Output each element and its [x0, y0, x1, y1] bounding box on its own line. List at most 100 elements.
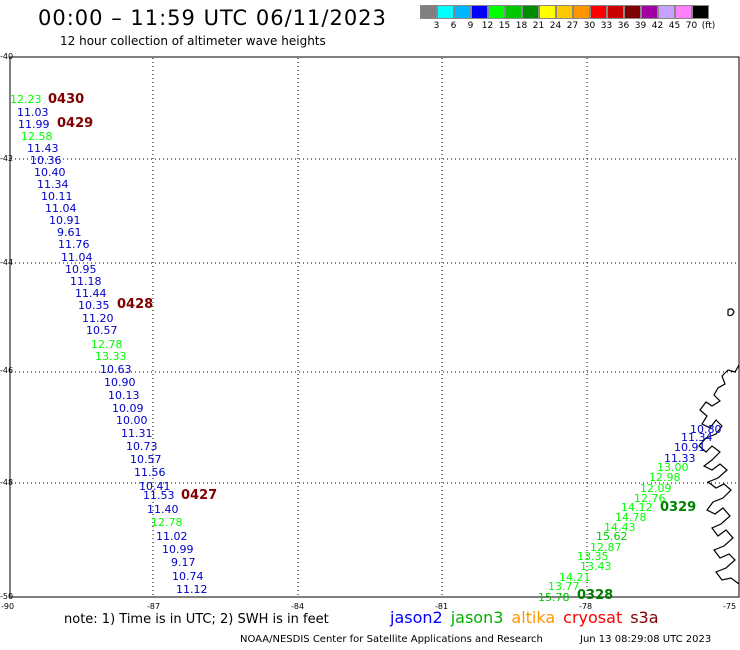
color-swatch	[488, 5, 505, 19]
wave-height-value: 10.90	[104, 376, 136, 389]
color-swatch	[420, 5, 437, 19]
satellite-legend-item: jason3	[450, 608, 504, 627]
wave-height-value: 11.43	[27, 142, 59, 155]
map-title: 00:00 – 11:59 UTC 06/11/2023	[38, 6, 387, 30]
color-legend-tick: 45	[668, 21, 681, 31]
color-legend-tick: 6	[450, 21, 457, 31]
wave-height-value: 10.73	[126, 440, 158, 453]
lon-tick-label: -81	[435, 602, 449, 611]
wave-height-value: 10.41	[139, 480, 171, 493]
wave-height-value: 12.98	[649, 471, 681, 484]
wave-height-value: 13.00	[657, 461, 689, 474]
wave-height-value: 10.99	[162, 543, 194, 556]
lon-tick-label: -78	[579, 602, 593, 611]
wave-height-value: 11.56	[134, 466, 166, 479]
generated-timestamp: Jun 13 08:29:08 UTC 2023	[580, 634, 712, 645]
wave-height-value: 12.87	[590, 541, 622, 554]
color-swatch	[590, 5, 607, 19]
wave-height-value: 10.91	[49, 214, 81, 227]
wave-height-value: 11.44	[75, 287, 107, 300]
wave-height-value: 10.91	[674, 441, 706, 454]
pass-time-label: 0329	[660, 500, 697, 515]
wave-height-value: 14.12	[621, 501, 653, 514]
wave-height-value: 11.33	[664, 452, 696, 465]
wave-height-value: 10.36	[30, 154, 62, 167]
color-legend-unit: (ft)	[701, 21, 716, 31]
color-legend-tick: 3	[433, 21, 440, 31]
wave-height-value: 10.63	[100, 363, 132, 376]
wave-height-value: 10.57	[86, 324, 118, 337]
wave-height-value: 14.21	[559, 571, 591, 584]
wave-height-value: 11.12	[176, 583, 208, 596]
color-swatch	[505, 5, 522, 19]
map-grid	[11, 58, 738, 596]
color-legend-tick: 39	[634, 21, 647, 31]
satellite-legend-item: altika	[511, 608, 556, 627]
wave-height-value: 9.17	[171, 556, 196, 569]
lat-tick-label: -42	[0, 154, 14, 163]
wave-height-value: 10.74	[172, 570, 204, 583]
map-frame	[9, 56, 740, 598]
color-legend-tick: 24	[549, 21, 562, 31]
lon-tick-label: -84	[291, 602, 305, 611]
pass-time-label: 0429	[57, 116, 94, 131]
wave-height-value: 12.78	[91, 338, 123, 351]
footnote: note: 1) Time is in UTC; 2) SWH is in fe…	[64, 612, 329, 627]
wave-height-value: 11.04	[45, 202, 77, 215]
color-swatch	[658, 5, 675, 19]
color-legend-tick: 27	[566, 21, 579, 31]
color-legend-tick: 9	[467, 21, 474, 31]
wave-height-value: 11.20	[82, 312, 114, 325]
lon-tick-label: -87	[147, 602, 161, 611]
wave-height-value: 11.02	[156, 530, 188, 543]
coastline	[698, 364, 740, 585]
wave-height-value: 12.58	[21, 130, 53, 143]
map-subtitle: 12 hour collection of altimeter wave hei…	[60, 34, 326, 48]
color-legend-tick: 18	[515, 21, 528, 31]
satellite-legend-item: s3a	[630, 608, 659, 627]
wave-height-value: 15.78	[538, 591, 570, 604]
color-swatch	[641, 5, 658, 19]
color-legend-tick: 21	[532, 21, 545, 31]
pass-time-label: 0427	[181, 488, 218, 503]
wave-height-value: 11.34	[681, 431, 713, 444]
color-swatch	[437, 5, 454, 19]
wave-height-value: 13.43	[580, 560, 612, 573]
color-legend-tick: 33	[600, 21, 613, 31]
pass-time-label: 0430	[48, 92, 85, 107]
color-swatch	[624, 5, 641, 19]
lat-tick-label: -48	[0, 478, 14, 487]
wave-height-value: 11.99	[18, 118, 50, 131]
wave-height-value: 13.33	[95, 350, 127, 363]
color-legend-tick: 70	[685, 21, 698, 31]
wave-height-value: 9.61	[57, 226, 82, 239]
wave-height-value: 10.35	[78, 299, 110, 312]
color-legend-tick: 12	[481, 21, 494, 31]
color-legend-tick: 30	[583, 21, 596, 31]
wave-height-value: 10.00	[116, 414, 148, 427]
color-swatch	[522, 5, 539, 19]
color-legend-tick: 15	[498, 21, 511, 31]
lat-tick-label: -50	[0, 592, 14, 601]
wave-height-value: 11.53	[143, 489, 175, 502]
wave-height-value: 15.62	[596, 530, 628, 543]
wave-height-value: 14.43	[604, 521, 636, 534]
satellite-legend: jason2 jason3 altika cryosat s3a	[390, 608, 667, 627]
wave-height-value: 14.78	[615, 511, 647, 524]
lat-tick-label: -44	[0, 258, 14, 267]
lat-tick-label: -40	[0, 52, 14, 61]
color-swatch	[454, 5, 471, 19]
wave-height-value: 12.23	[10, 93, 42, 106]
color-legend	[420, 5, 709, 19]
wave-height-value: 12.78	[151, 516, 183, 529]
satellite-legend-item: jason2	[390, 608, 443, 627]
color-swatch	[607, 5, 624, 19]
wave-height-value: 12.76	[634, 492, 666, 505]
wave-height-value: 10.13	[108, 389, 140, 402]
wave-height-value: 11.40	[147, 503, 179, 516]
wave-height-value: 10.80	[690, 423, 722, 436]
wave-height-value: 13.35	[577, 550, 609, 563]
wave-height-value: 11.34	[37, 178, 69, 191]
wave-height-value: 12.09	[640, 482, 672, 495]
